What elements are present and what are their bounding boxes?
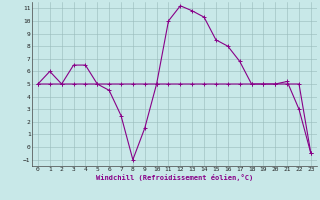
X-axis label: Windchill (Refroidissement éolien,°C): Windchill (Refroidissement éolien,°C) [96, 174, 253, 181]
